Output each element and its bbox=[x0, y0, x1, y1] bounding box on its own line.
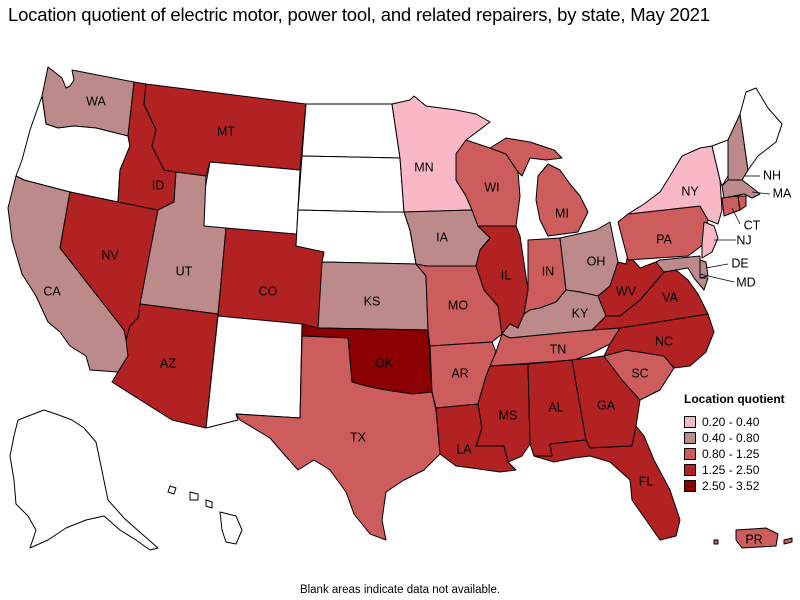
label-MN: MN bbox=[414, 160, 433, 174]
legend-item: 2.50 - 3.52 bbox=[684, 478, 785, 494]
legend-label: 0.20 - 0.40 bbox=[702, 415, 760, 429]
label-SC: SC bbox=[631, 366, 648, 380]
label-WI: WI bbox=[484, 180, 499, 194]
map-title: Location quotient of electric motor, pow… bbox=[8, 4, 710, 25]
state-CT[interactable] bbox=[721, 195, 741, 217]
label-NV: NV bbox=[101, 248, 119, 262]
leader-MD bbox=[699, 273, 735, 283]
label-CA: CA bbox=[43, 284, 61, 298]
label-KY: KY bbox=[572, 306, 589, 320]
label-DE: DE bbox=[731, 256, 748, 270]
label-TN: TN bbox=[550, 342, 567, 356]
label-MA: MA bbox=[773, 186, 792, 200]
legend-swatch bbox=[684, 432, 696, 444]
legend-item: 0.20 - 0.40 bbox=[684, 414, 785, 430]
state-PR[interactable] bbox=[735, 527, 779, 549]
legend: Location quotient 0.20 - 0.40 0.40 - 0.80… bbox=[684, 392, 785, 494]
label-IA: IA bbox=[436, 230, 448, 244]
state-SD[interactable] bbox=[297, 155, 405, 213]
legend-swatch bbox=[684, 448, 696, 460]
legend-title: Location quotient bbox=[684, 392, 785, 406]
legend-items: 0.20 - 0.40 0.40 - 0.80 0.80 - 1.25 1.25 - … bbox=[684, 414, 785, 494]
label-IL: IL bbox=[501, 268, 511, 282]
label-PR: PR bbox=[745, 532, 762, 546]
label-WV: WV bbox=[616, 284, 637, 298]
label-MT: MT bbox=[217, 124, 235, 138]
label-UT: UT bbox=[176, 264, 193, 278]
state-NM[interactable] bbox=[205, 315, 303, 429]
label-TX: TX bbox=[350, 430, 367, 444]
label-ID: ID bbox=[152, 178, 165, 192]
legend-item: 0.80 - 1.25 bbox=[684, 446, 785, 462]
label-MO: MO bbox=[448, 298, 468, 312]
footnote: Blank areas indicate data not available. bbox=[299, 584, 501, 596]
label-AL: AL bbox=[548, 400, 563, 414]
label-AR: AR bbox=[451, 366, 468, 380]
state-MA[interactable] bbox=[721, 179, 761, 199]
leader-MA bbox=[751, 191, 771, 195]
label-NY: NY bbox=[681, 184, 699, 198]
state-NC[interactable] bbox=[603, 313, 715, 369]
label-KS: KS bbox=[364, 294, 381, 308]
legend-swatch bbox=[684, 480, 696, 492]
label-WA: WA bbox=[86, 94, 106, 108]
state-RI[interactable] bbox=[737, 195, 747, 211]
legend-label: 2.50 - 3.52 bbox=[702, 479, 760, 493]
state-TX[interactable] bbox=[235, 335, 441, 541]
legend-label: 0.40 - 0.80 bbox=[702, 431, 760, 445]
label-OK: OK bbox=[375, 356, 394, 370]
state-ME[interactable] bbox=[739, 87, 783, 171]
legend-label: 0.80 - 1.25 bbox=[702, 447, 760, 461]
legend-item: 1.25 - 2.50 bbox=[684, 462, 785, 478]
state-AK[interactable] bbox=[9, 409, 159, 551]
pr-islet bbox=[713, 537, 793, 545]
state-MD[interactable] bbox=[655, 255, 709, 291]
label-MI: MI bbox=[555, 206, 569, 220]
leader-CT bbox=[731, 207, 741, 225]
label-VA: VA bbox=[662, 290, 678, 304]
label-NC: NC bbox=[655, 334, 673, 348]
label-MD: MD bbox=[736, 275, 755, 289]
label-NH: NH bbox=[763, 168, 781, 182]
state-HI[interactable] bbox=[167, 485, 243, 545]
label-GA: GA bbox=[597, 398, 616, 412]
label-CO: CO bbox=[259, 284, 278, 298]
legend-swatch bbox=[684, 464, 696, 476]
label-AZ: AZ bbox=[160, 356, 176, 370]
state-FL[interactable] bbox=[533, 425, 681, 541]
label-IN: IN bbox=[542, 264, 555, 278]
state-ND[interactable] bbox=[301, 103, 401, 159]
legend-label: 1.25 - 2.50 bbox=[702, 463, 760, 477]
state-WI[interactable] bbox=[455, 139, 521, 227]
label-MS: MS bbox=[499, 408, 518, 422]
legend-swatch bbox=[684, 416, 696, 428]
state-MI[interactable] bbox=[489, 137, 589, 237]
state-VT[interactable] bbox=[711, 139, 729, 187]
leader-DE bbox=[705, 263, 729, 269]
label-NJ: NJ bbox=[736, 233, 751, 247]
state-NJ[interactable] bbox=[701, 221, 719, 259]
label-OH: OH bbox=[587, 254, 606, 268]
label-CT: CT bbox=[744, 218, 761, 232]
label-PA: PA bbox=[656, 232, 672, 246]
label-LA: LA bbox=[456, 442, 472, 456]
label-FL: FL bbox=[639, 474, 654, 488]
legend-item: 0.40 - 0.80 bbox=[684, 430, 785, 446]
